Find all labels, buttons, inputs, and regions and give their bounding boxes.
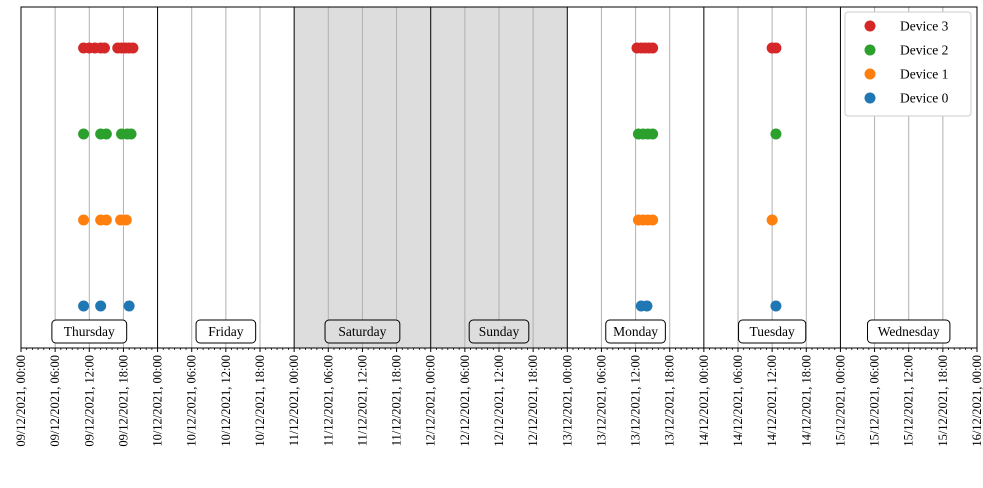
x-tick-label: 14/12/2021, 12:00 xyxy=(765,355,779,447)
legend-marker xyxy=(864,92,876,104)
data-point-device-0 xyxy=(78,300,90,312)
data-point-device-2 xyxy=(125,128,137,140)
x-tick-label: 10/12/2021, 00:00 xyxy=(151,355,165,447)
day-label-box xyxy=(867,319,951,344)
legend-label: Device 3 xyxy=(900,19,949,34)
day-label-text: Saturday xyxy=(338,324,386,339)
x-tick-label: 13/12/2021, 18:00 xyxy=(663,355,677,447)
day-label-text: Sunday xyxy=(479,324,520,339)
legend-marker xyxy=(864,68,876,80)
x-tick-label: 11/12/2021, 00:00 xyxy=(287,355,301,446)
legend-box xyxy=(844,11,972,117)
data-point-device-3 xyxy=(127,42,139,54)
x-tick-label: 09/12/2021, 00:00 xyxy=(14,355,28,447)
legend-marker xyxy=(864,20,876,32)
legend-marker xyxy=(864,44,876,56)
data-point-device-0 xyxy=(123,300,135,312)
x-tick-label: 12/12/2021, 06:00 xyxy=(458,355,472,447)
day-label: Saturday xyxy=(324,319,401,344)
x-tick-label: 13/12/2021, 00:00 xyxy=(560,355,574,447)
day-label-box xyxy=(195,319,257,344)
day-label-box xyxy=(324,319,401,344)
x-tick-label: 15/12/2021, 06:00 xyxy=(868,355,882,447)
x-axis: 09/12/2021, 00:00 09/12/2021, 06:00 09/12/… xyxy=(14,348,983,447)
data-point-device-1 xyxy=(647,214,659,226)
x-tick-label: 11/12/2021, 18:00 xyxy=(390,355,404,446)
day-label: Sunday xyxy=(468,319,530,344)
data-point-device-3 xyxy=(98,42,110,54)
legend: Device 3 Device 2 Device 1 Device 0 xyxy=(844,11,972,117)
grid-layer xyxy=(54,7,944,348)
data-point-device-1 xyxy=(100,214,112,226)
data-point-device-1 xyxy=(766,214,778,226)
x-tick-label: 15/12/2021, 12:00 xyxy=(902,355,916,447)
x-tick-label: 10/12/2021, 18:00 xyxy=(253,355,267,447)
data-point-device-1 xyxy=(78,214,90,226)
x-tick-label: 09/12/2021, 18:00 xyxy=(116,355,130,447)
x-tick-label: 10/12/2021, 12:00 xyxy=(219,355,233,447)
x-tick-label: 11/12/2021, 12:00 xyxy=(355,355,369,446)
x-tick-label: 09/12/2021, 12:00 xyxy=(82,355,96,447)
x-tick-label: 14/12/2021, 18:00 xyxy=(799,355,813,447)
x-tick-label: 09/12/2021, 06:00 xyxy=(48,355,62,447)
data-point-device-2 xyxy=(78,128,90,140)
day-label-box xyxy=(51,319,128,344)
points-layer xyxy=(78,42,782,312)
data-point-device-0 xyxy=(95,300,107,312)
x-tick-label: 10/12/2021, 06:00 xyxy=(185,355,199,447)
x-tick-label: 12/12/2021, 18:00 xyxy=(526,355,540,447)
data-point-device-0 xyxy=(641,300,653,312)
x-tick-label: 12/12/2021, 00:00 xyxy=(424,355,438,447)
x-tick-label: 13/12/2021, 12:00 xyxy=(629,355,643,447)
legend-label: Device 1 xyxy=(900,67,948,82)
day-label: Thursday xyxy=(51,319,128,344)
day-label: Monday xyxy=(605,319,666,344)
data-point-device-2 xyxy=(647,128,659,140)
x-tick-label: 15/12/2021, 00:00 xyxy=(833,355,847,447)
data-point-device-0 xyxy=(770,300,782,312)
x-tick-label: 12/12/2021, 12:00 xyxy=(492,355,506,447)
day-label-layer: Thursday Friday Saturday Sunday Monday Tuesda… xyxy=(51,319,951,344)
x-tick-label: 13/12/2021, 06:00 xyxy=(594,355,608,447)
day-label-text: Tuesday xyxy=(750,324,796,339)
x-tick-label: 16/12/2021, 00:00 xyxy=(970,355,983,447)
day-label-text: Thursday xyxy=(64,324,115,339)
day-label-text: Wednesday xyxy=(878,324,940,339)
day-label-box xyxy=(468,319,530,344)
legend-label: Device 2 xyxy=(900,43,948,58)
day-label-box xyxy=(738,319,807,344)
x-tick-label: 14/12/2021, 06:00 xyxy=(731,355,745,447)
data-point-device-3 xyxy=(770,42,782,54)
data-point-device-2 xyxy=(100,128,112,140)
day-label-box xyxy=(605,319,666,344)
day-label: Tuesday xyxy=(738,319,807,344)
x-tick-label: 14/12/2021, 00:00 xyxy=(697,355,711,447)
day-label-text: Monday xyxy=(613,324,658,339)
legend-label: Device 0 xyxy=(900,91,949,106)
data-point-device-2 xyxy=(770,128,782,140)
data-point-device-3 xyxy=(647,42,659,54)
day-label: Friday xyxy=(195,319,257,344)
day-label-text: Friday xyxy=(208,324,243,339)
day-label: Wednesday xyxy=(867,319,951,344)
data-point-device-1 xyxy=(120,214,132,226)
x-tick-label: 11/12/2021, 06:00 xyxy=(321,355,335,446)
x-tick-label: 15/12/2021, 18:00 xyxy=(936,355,950,447)
